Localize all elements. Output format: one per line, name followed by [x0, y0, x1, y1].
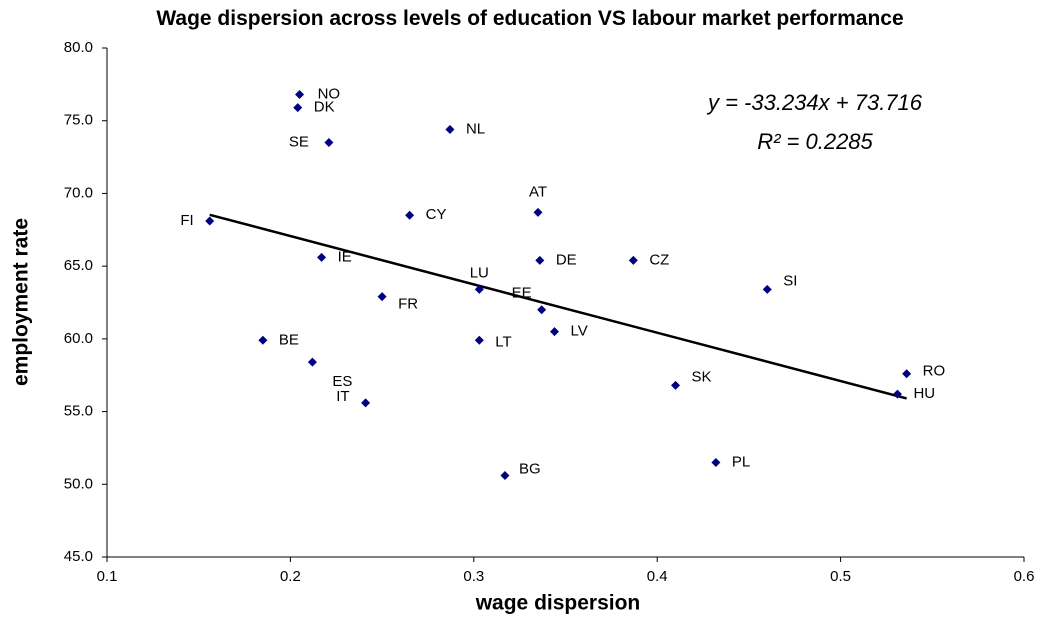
y-tick-label: 50.0	[64, 475, 93, 492]
y-tick-label: 60.0	[64, 330, 93, 347]
y-axis-label: employment rate	[10, 218, 33, 386]
point-label: EE	[512, 285, 532, 302]
data-point	[533, 207, 543, 217]
data-point	[405, 210, 415, 220]
r-squared: R² = 0.2285	[757, 129, 873, 154]
data-point	[902, 369, 912, 379]
point-label: FR	[398, 296, 418, 313]
point-label: CY	[426, 206, 447, 223]
point-label: IE	[338, 248, 352, 265]
point-label: AT	[529, 183, 547, 200]
data-point	[361, 398, 371, 408]
x-tick-label: 0.6	[1014, 568, 1035, 585]
trendline	[209, 213, 907, 400]
data-point	[205, 216, 215, 226]
y-tick-label: 65.0	[64, 257, 93, 274]
point-label: NL	[466, 120, 485, 137]
x-tick-label: 0.1	[97, 568, 118, 585]
point-label: SI	[783, 272, 797, 289]
data-point	[324, 138, 334, 148]
data-point	[474, 335, 484, 345]
point-label: SE	[289, 133, 309, 150]
point-label: LT	[495, 333, 511, 350]
point-label: IT	[336, 388, 349, 405]
point-label: BG	[519, 461, 541, 478]
data-point	[549, 327, 559, 337]
point-label: HU	[913, 385, 935, 402]
y-tick-label: 55.0	[64, 403, 93, 420]
chart-title: Wage dispersion across levels of educati…	[156, 7, 904, 30]
data-point	[295, 90, 305, 100]
point-label: NO	[318, 86, 341, 103]
data-point	[258, 335, 268, 345]
point-label: BE	[279, 331, 299, 348]
point-label: RO	[923, 363, 946, 380]
point-label: FI	[180, 212, 193, 229]
point-label: LU	[470, 264, 489, 281]
y-tick-label: 45.0	[64, 548, 93, 565]
point-label: LV	[570, 323, 587, 340]
point-label: ES	[332, 373, 352, 390]
data-point	[474, 284, 484, 294]
x-tick-label: 0.3	[463, 568, 484, 585]
point-label: CZ	[649, 251, 669, 268]
data-point	[500, 471, 510, 481]
y-tick-label: 80.0	[64, 39, 93, 56]
y-tick-label: 75.0	[64, 112, 93, 129]
point-label: DK	[314, 99, 335, 116]
data-point	[535, 255, 545, 265]
data-point	[377, 292, 387, 302]
data-point	[762, 284, 772, 294]
trend-equation: y = -33.234x + 73.716	[706, 90, 923, 115]
x-tick-label: 0.4	[647, 568, 668, 585]
data-point	[445, 124, 455, 134]
data-point	[317, 252, 327, 262]
x-axis-label: wage dispersion	[475, 592, 641, 615]
point-label: DE	[556, 251, 577, 268]
data-point	[628, 255, 638, 265]
y-tick-label: 70.0	[64, 184, 93, 201]
point-label: SK	[692, 368, 712, 385]
point-label: PL	[732, 453, 750, 470]
data-point	[537, 305, 547, 315]
data-point	[711, 457, 721, 467]
x-tick-label: 0.2	[280, 568, 301, 585]
x-tick-label: 0.5	[830, 568, 851, 585]
data-point	[293, 103, 303, 113]
data-point	[307, 357, 317, 367]
data-point	[892, 389, 902, 399]
data-point	[671, 380, 681, 390]
